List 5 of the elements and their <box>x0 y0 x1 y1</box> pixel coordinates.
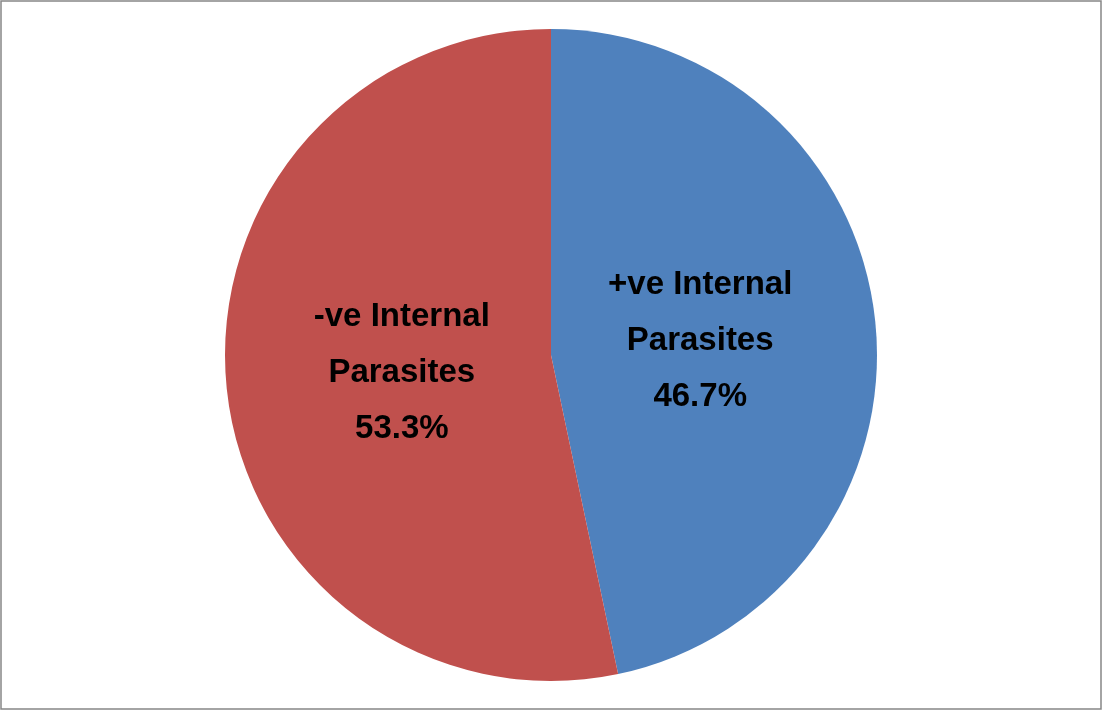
slice-label: +ve Internal Parasites <box>608 264 793 358</box>
slice-label: -ve Internal Parasites <box>313 295 490 389</box>
pie-slice <box>551 29 877 675</box>
data-label: 53.3% <box>355 407 449 445</box>
data-label: 46.7% <box>653 376 747 414</box>
